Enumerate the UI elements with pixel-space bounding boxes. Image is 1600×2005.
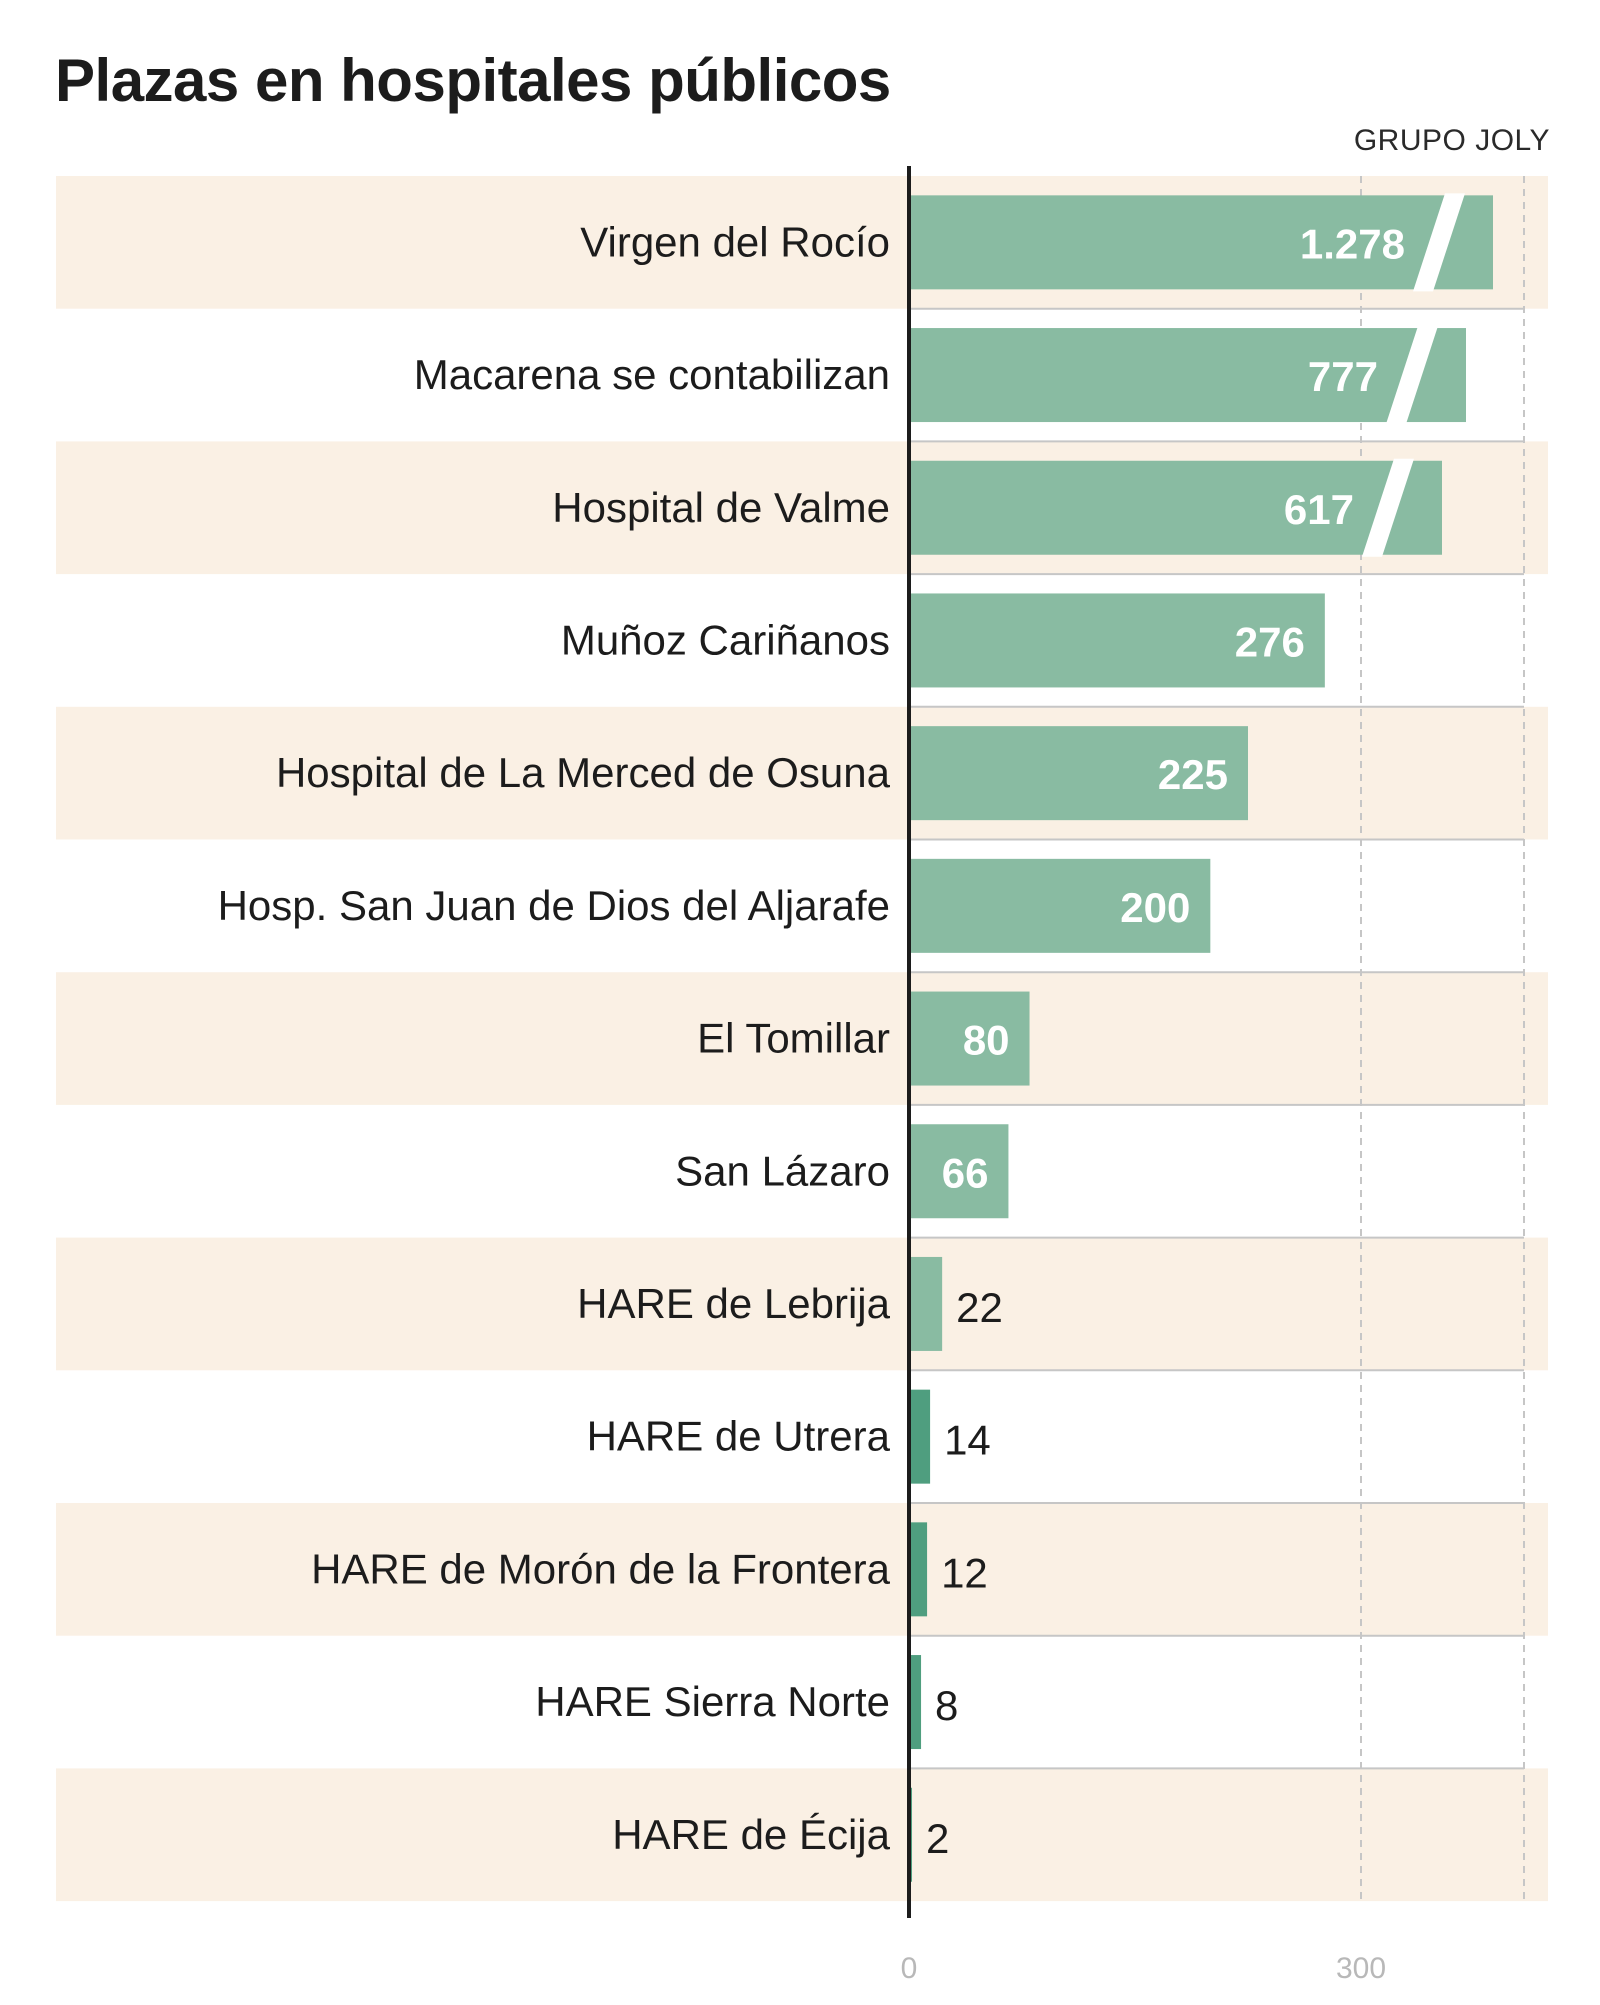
row-band <box>56 1503 1548 1636</box>
row-band <box>56 1237 1548 1371</box>
bar <box>909 858 1211 953</box>
category-label: Hospital de Valme <box>552 484 890 531</box>
value-label: 617 <box>1284 486 1354 533</box>
category-label: Hosp. San Juan de Dios del Aljarafe <box>218 882 890 929</box>
value-label: 2 <box>926 1815 949 1862</box>
value-label: 225 <box>1158 751 1228 798</box>
bar <box>909 726 1248 821</box>
row-band <box>56 706 1548 840</box>
category-label: HARE de Morón de la Frontera <box>311 1545 891 1592</box>
value-label: 8 <box>935 1682 958 1729</box>
category-label: HARE de Utrera <box>587 1413 891 1460</box>
bar-break <box>1362 458 1414 557</box>
chart-title: Plazas en hospitales públicos <box>55 47 891 114</box>
bar-break <box>1386 326 1438 425</box>
category-label: San Lázaro <box>675 1147 890 1194</box>
category-labels: Virgen del Rocío Macarena se contabilizan… <box>218 218 891 1857</box>
x-tick-label: 300 <box>1336 1952 1386 1985</box>
category-label: HARE de Lebrija <box>577 1280 890 1327</box>
category-label: Macarena se contabilizan <box>414 351 890 398</box>
bar <box>909 593 1325 688</box>
value-label: 22 <box>956 1284 1003 1331</box>
bar <box>909 195 1493 290</box>
bar <box>909 1124 1009 1219</box>
value-label: 80 <box>963 1017 1010 1064</box>
value-label: 1.278 <box>1300 220 1405 267</box>
bar <box>909 460 1442 555</box>
x-tick-label: 0 <box>901 1952 918 1985</box>
category-label: Muñoz Cariñanos <box>561 616 890 663</box>
bar <box>909 1522 928 1617</box>
value-label: 14 <box>944 1417 991 1464</box>
row-band <box>56 1768 1548 1902</box>
bar <box>909 1256 943 1351</box>
value-label: 276 <box>1235 618 1305 665</box>
value-label: 200 <box>1120 884 1190 931</box>
source-credit: GRUPO JOLY <box>1353 124 1550 157</box>
row-band <box>56 972 1548 1105</box>
category-label: Hospital de La Merced de Osuna <box>276 749 891 796</box>
value-label: 777 <box>1308 353 1378 400</box>
category-label: HARE de Écija <box>612 1811 890 1858</box>
bar <box>909 991 1030 1086</box>
bar <box>909 1389 931 1484</box>
bar-break <box>1413 193 1465 292</box>
value-labels: 1.278 777 617 276 225 200 80 66 22 14 12 8 2 <box>926 220 1405 1861</box>
category-label: HARE Sierra Norte <box>535 1678 890 1725</box>
bar <box>909 328 1466 423</box>
bar <box>909 1655 922 1750</box>
value-label: 12 <box>941 1549 988 1596</box>
category-label: Virgen del Rocío <box>580 218 890 265</box>
value-label: 66 <box>942 1149 989 1196</box>
axis-ticks: 0 300 <box>901 1952 1386 1985</box>
category-label: El Tomillar <box>697 1015 890 1062</box>
bars <box>909 193 1493 1882</box>
